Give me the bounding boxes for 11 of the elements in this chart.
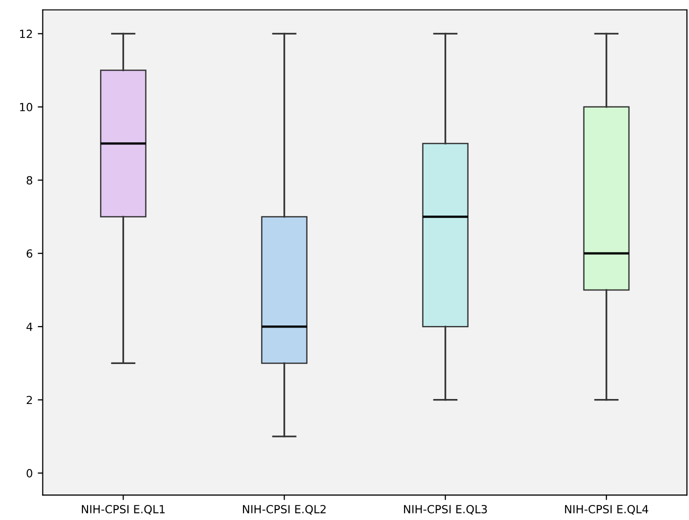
x-tick-label: NIH-CPSI E.QL3 [404, 504, 487, 515]
x-tick-label: NIH-CPSI E.QL4 [565, 504, 648, 515]
y-tick-label: 2 [26, 396, 32, 404]
x-tick-label: NIH-CPSI E.QL1 [82, 504, 165, 515]
y-tick-label: 10 [20, 102, 32, 112]
y-tick-label: 12 [20, 30, 32, 38]
y-tick-label: 4 [26, 322, 32, 331]
y-tick-label: 8 [26, 176, 32, 185]
y-tick-label: 6 [26, 249, 32, 258]
x-tick-label: NIH-CPSI E.QL2 [242, 504, 326, 515]
y-tick-label: 0 [26, 469, 32, 478]
